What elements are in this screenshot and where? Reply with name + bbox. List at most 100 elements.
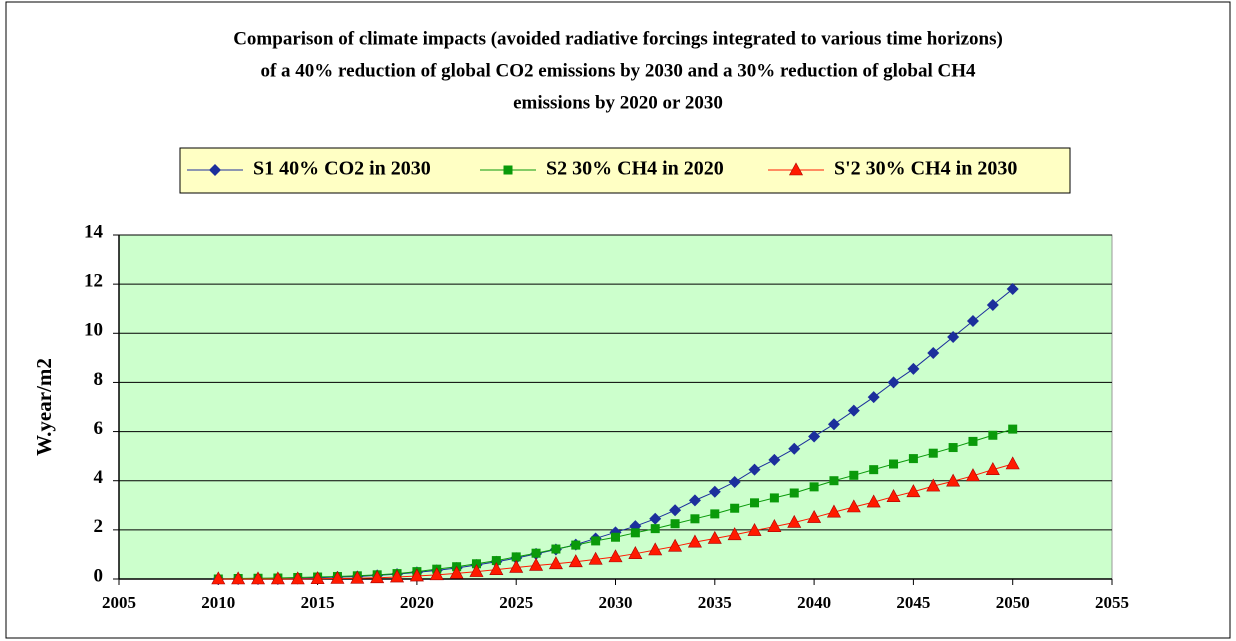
x-tick-label: 2015 (301, 593, 335, 612)
marker (628, 546, 643, 559)
marker (947, 330, 960, 343)
marker (787, 514, 802, 528)
marker (648, 542, 663, 556)
marker (251, 571, 266, 585)
marker (1005, 456, 1020, 470)
marker (908, 454, 918, 464)
marker (887, 376, 900, 389)
marker (591, 536, 601, 546)
marker (608, 549, 623, 563)
marker (687, 534, 702, 548)
y-tick-label: 2 (94, 516, 104, 537)
marker (489, 562, 504, 575)
marker (789, 488, 799, 498)
y-tick-label: 8 (94, 369, 104, 390)
marker (988, 430, 998, 440)
marker (808, 430, 821, 443)
marker (611, 532, 620, 542)
marker (650, 524, 660, 534)
marker (846, 499, 861, 513)
marker (849, 470, 859, 480)
marker (469, 563, 484, 577)
marker (966, 315, 979, 327)
marker (688, 494, 701, 507)
y-tick-label: 4 (94, 467, 104, 488)
marker (370, 570, 385, 584)
x-tick-label: 2025 (499, 593, 533, 612)
marker (209, 164, 221, 176)
marker (409, 568, 424, 582)
marker (927, 346, 940, 359)
marker (669, 504, 682, 517)
marker (968, 436, 978, 446)
chart-title: Comparison of climate impacts (avoided r… (233, 28, 1003, 49)
y-tick-label: 14 (84, 221, 104, 242)
marker (727, 527, 742, 541)
marker (847, 404, 860, 417)
x-tick-label: 2040 (797, 593, 831, 612)
marker (231, 571, 246, 585)
marker (511, 552, 521, 562)
chart-title: emissions by 2020 or 2030 (513, 92, 723, 113)
marker (809, 482, 819, 492)
marker (906, 484, 921, 498)
marker (907, 362, 920, 375)
marker (748, 463, 761, 476)
marker (1006, 283, 1019, 296)
marker (886, 489, 901, 502)
marker (429, 567, 444, 581)
marker (730, 503, 740, 513)
marker (551, 544, 561, 554)
chart-title: of a 40% reduction of global CO2 emissio… (260, 60, 976, 81)
x-tick-label: 2005 (102, 593, 136, 612)
x-tick-label: 2045 (896, 593, 930, 612)
y-tick-label: 0 (94, 565, 104, 586)
marker (690, 514, 700, 524)
marker (390, 569, 405, 583)
x-tick-label: 2055 (1095, 593, 1129, 612)
y-tick-label: 6 (94, 418, 104, 439)
marker (985, 462, 1000, 475)
y-tick-label: 10 (84, 320, 103, 341)
marker (310, 571, 325, 585)
marker (509, 559, 524, 573)
plot-area (118, 234, 1113, 580)
marker (529, 557, 544, 571)
marker (1008, 424, 1018, 434)
marker (710, 509, 720, 519)
marker (827, 418, 840, 431)
marker (471, 559, 481, 569)
y-axis-label: W.year/m2 (32, 358, 56, 456)
marker (568, 554, 583, 568)
x-tick-label: 2035 (698, 593, 732, 612)
marker (767, 519, 782, 532)
x-tick-label: 2010 (201, 593, 235, 612)
marker (707, 530, 722, 544)
marker (867, 391, 880, 404)
marker (211, 571, 226, 585)
x-tick-label: 2030 (599, 593, 633, 612)
marker (866, 494, 881, 508)
marker (750, 498, 760, 508)
marker (807, 509, 822, 523)
marker (548, 556, 563, 570)
marker (649, 512, 662, 525)
marker (826, 504, 841, 518)
marker (630, 528, 640, 538)
marker (869, 465, 879, 475)
marker (571, 540, 581, 550)
marker (491, 556, 501, 566)
marker (889, 459, 899, 469)
marker (290, 571, 305, 585)
marker (670, 519, 680, 529)
marker (965, 468, 980, 482)
marker (728, 475, 741, 488)
marker (503, 165, 513, 175)
marker (708, 485, 721, 498)
marker (668, 538, 683, 552)
x-tick-label: 2050 (996, 593, 1030, 612)
marker (270, 571, 285, 585)
marker (531, 548, 541, 558)
legend-label: S'2 30% CH4 in 2030 (834, 158, 1017, 180)
marker (946, 473, 961, 487)
